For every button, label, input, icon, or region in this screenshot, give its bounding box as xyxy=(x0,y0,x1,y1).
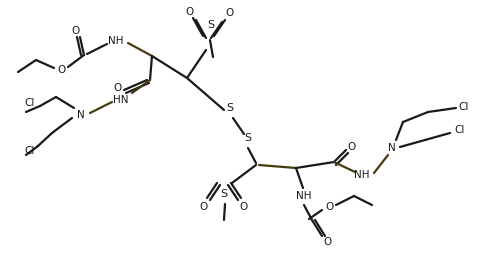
Text: Cl: Cl xyxy=(25,146,35,156)
Text: S: S xyxy=(208,20,214,30)
Text: O: O xyxy=(225,8,233,18)
Text: HN: HN xyxy=(113,95,129,105)
Text: O: O xyxy=(114,83,122,93)
Text: NH: NH xyxy=(354,170,370,180)
Text: O: O xyxy=(72,26,80,36)
Text: O: O xyxy=(57,65,65,75)
Text: S: S xyxy=(244,133,252,143)
Text: NH: NH xyxy=(296,191,312,201)
Text: NH: NH xyxy=(108,36,124,46)
Text: S: S xyxy=(220,189,227,199)
Text: O: O xyxy=(199,202,207,212)
Text: Cl: Cl xyxy=(455,125,465,135)
Text: O: O xyxy=(323,237,331,247)
Text: O: O xyxy=(348,142,356,152)
Text: O: O xyxy=(325,202,333,212)
Text: S: S xyxy=(227,103,234,113)
Text: N: N xyxy=(77,110,85,120)
Text: Cl: Cl xyxy=(25,98,35,108)
Text: O: O xyxy=(186,7,194,17)
Text: Cl: Cl xyxy=(459,102,469,112)
Text: N: N xyxy=(388,143,396,153)
Text: O: O xyxy=(239,202,247,212)
